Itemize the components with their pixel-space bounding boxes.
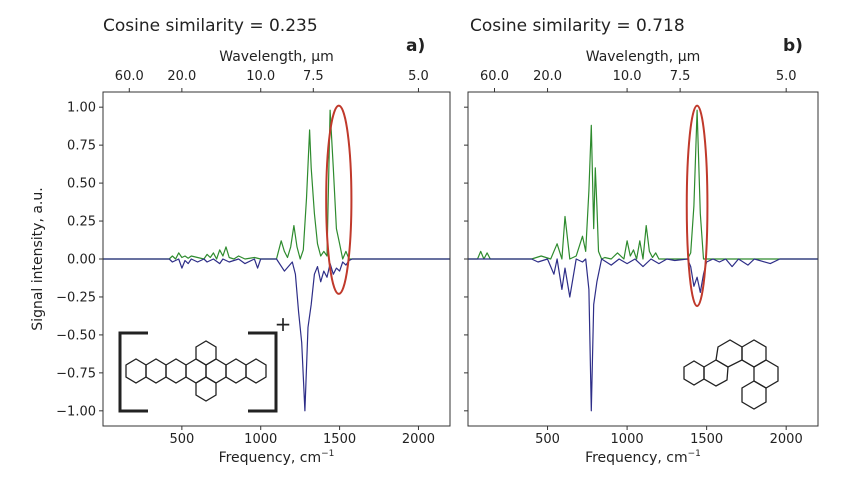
y-axis-ticks	[464, 106, 468, 412]
panel-label: b)	[783, 36, 803, 56]
panel-a: Cosine similarity = 0.235 a) Wavelength,…	[56, 16, 451, 466]
x-axis-label-superscript: −1	[321, 449, 334, 459]
top-tick-label: 60.0	[115, 69, 144, 84]
top-tick-label: 7.5	[670, 69, 691, 84]
y-axis-label: Signal intensity, a.u.	[30, 187, 46, 330]
x-axis-ticks: 500 1000 1500 2000	[169, 426, 435, 447]
top-axis-ticks: 60.0 20.0 10.0 7.5 5.0	[115, 69, 429, 92]
panel-label: a)	[406, 36, 425, 56]
y-tick-label: 0.50	[67, 177, 96, 192]
x-tick-label: 500	[535, 432, 560, 447]
x-axis-label-text: Frequency, cm	[585, 450, 688, 466]
molecule-inset: +	[118, 312, 292, 413]
panel-b: Cosine similarity = 0.718 b) Wavelength,…	[464, 16, 819, 466]
y-tick-label: −0.75	[56, 366, 96, 381]
axes-frame	[102, 91, 451, 427]
hexagon-molecule-icon	[125, 340, 267, 402]
y-tick-label: −1.00	[56, 404, 96, 419]
spectrum-negative-line	[468, 258, 818, 412]
spectrum-negative-line	[103, 258, 450, 412]
top-tick-label: 10.0	[246, 69, 275, 84]
top-tick-label: 20.0	[167, 69, 196, 84]
axes-frame	[467, 91, 819, 427]
y-tick-label: 0.25	[67, 215, 96, 230]
x-tick-label: 1500	[323, 432, 356, 447]
top-tick-label: 5.0	[408, 69, 429, 84]
top-tick-label: 5.0	[776, 69, 797, 84]
highlight-ellipse	[325, 104, 353, 295]
charge-plus-icon: +	[275, 312, 292, 336]
spectrum-positive-line	[103, 109, 450, 260]
y-axis-ticks: −1.00 −0.75 −0.50 −0.25 0.00 0.25 0.50 0.75 1.00	[56, 101, 103, 419]
x-axis-label: Frequency, cm−1	[585, 449, 701, 466]
top-tick-label: 10.0	[613, 69, 642, 84]
y-tick-label: −0.25	[56, 290, 96, 305]
x-axis-label: Frequency, cm−1	[219, 449, 335, 466]
right-bracket-icon	[248, 331, 278, 413]
top-tick-label: 7.5	[303, 69, 324, 84]
x-axis-ticks: 500 1000 1500 2000	[535, 426, 803, 447]
y-tick-label: 0.00	[67, 253, 96, 268]
top-tick-label: 60.0	[480, 69, 509, 84]
plot-area	[103, 104, 450, 412]
x-tick-label: 500	[169, 432, 194, 447]
highlight-ellipse	[685, 104, 709, 308]
spectrum-positive-line	[468, 109, 818, 260]
cosine-similarity-title: Cosine similarity = 0.235	[103, 16, 318, 36]
x-tick-label: 2000	[770, 432, 803, 447]
left-bracket-icon	[118, 331, 148, 413]
top-axis-label: Wavelength, µm	[219, 49, 334, 65]
fluoranthene-molecule-icon	[683, 339, 779, 410]
x-tick-label: 1000	[611, 432, 644, 447]
top-axis-label: Wavelength, µm	[586, 49, 701, 65]
x-tick-label: 1500	[690, 432, 723, 447]
plot-area	[468, 104, 818, 412]
y-tick-label: 1.00	[67, 101, 96, 116]
top-axis-ticks: 60.0 20.0 10.0 7.5 5.0	[480, 69, 797, 92]
x-axis-label-superscript: −1	[688, 449, 701, 459]
x-axis-label-text: Frequency, cm	[219, 450, 322, 466]
top-tick-label: 20.0	[533, 69, 562, 84]
x-tick-label: 1000	[244, 432, 277, 447]
y-tick-label: 0.75	[67, 139, 96, 154]
x-tick-label: 2000	[402, 432, 435, 447]
y-tick-label: −0.50	[56, 328, 96, 343]
cosine-similarity-title: Cosine similarity = 0.718	[470, 16, 685, 36]
